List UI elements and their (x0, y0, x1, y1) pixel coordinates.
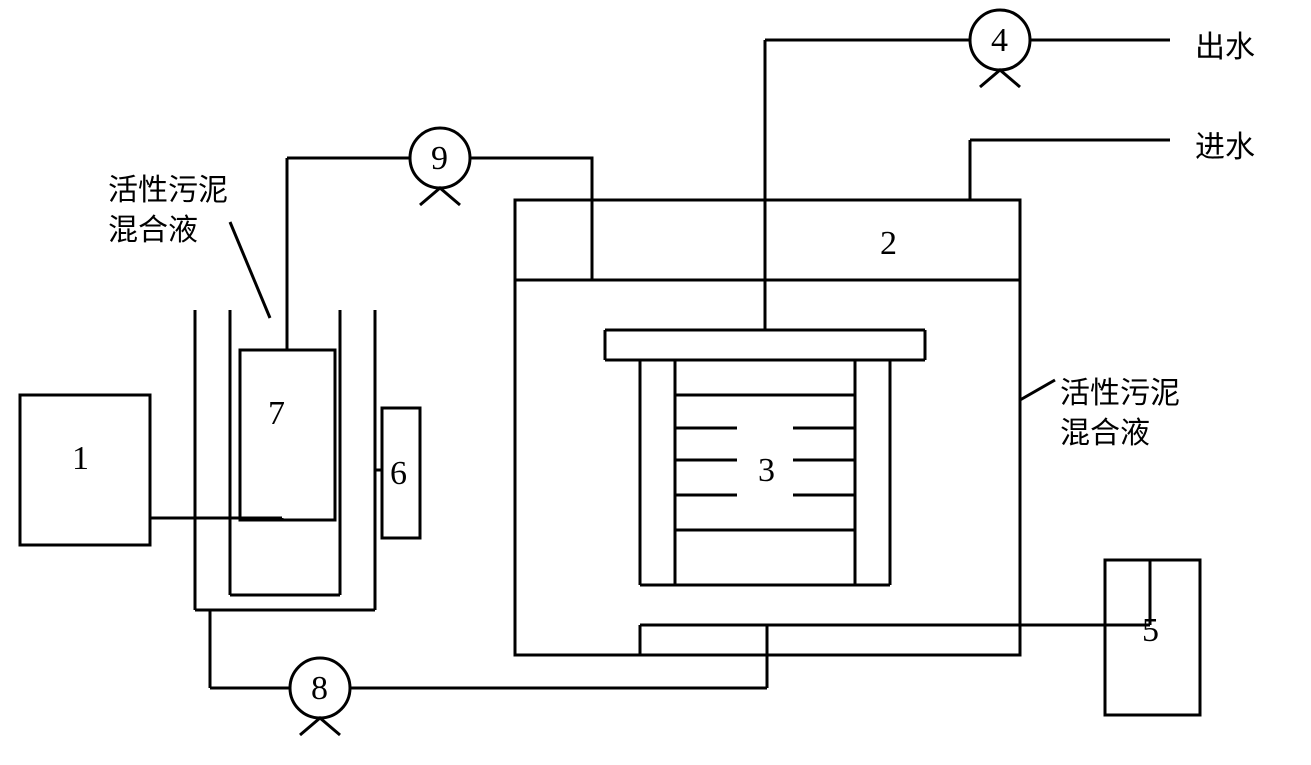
sludge-right-label-2: 混合液 (1060, 408, 1150, 452)
label-7: 7 (268, 395, 285, 433)
label-2: 2 (880, 225, 897, 263)
label-3: 3 (758, 452, 775, 490)
outlet-label: 出水 (1195, 22, 1255, 66)
label-4: 4 (991, 22, 1008, 60)
label-5: 5 (1142, 612, 1159, 650)
label-8: 8 (311, 670, 328, 708)
sludge-left-label-1: 活性污泥 (108, 165, 228, 209)
label-1: 1 (72, 440, 89, 478)
inlet-label: 进水 (1195, 122, 1255, 166)
sludge-left-label-2: 混合液 (108, 205, 198, 249)
sludge-right-label-1: 活性污泥 (1060, 368, 1180, 412)
label-6: 6 (390, 455, 407, 493)
label-9: 9 (431, 140, 448, 178)
process-diagram: 出水 进水 活性污泥 混合液 活性污泥 混合液 1 2 3 4 5 6 7 8 … (0, 0, 1311, 765)
